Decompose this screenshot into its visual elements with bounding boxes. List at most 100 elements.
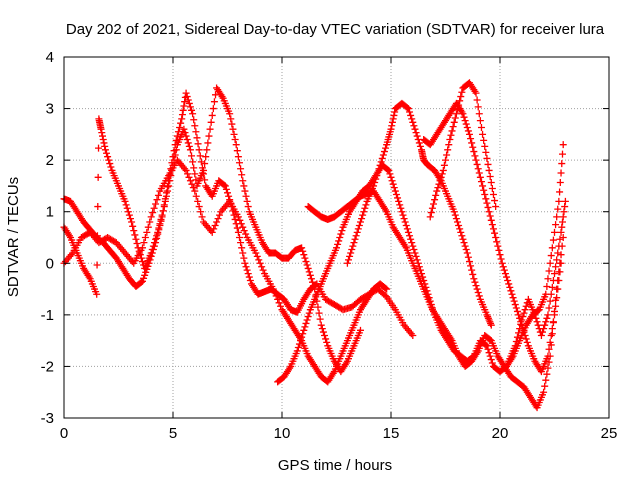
x-axis-label: GPS time / hours	[278, 457, 392, 474]
data-point	[386, 170, 394, 178]
data-point	[129, 222, 137, 230]
data-point	[415, 139, 423, 147]
data-point	[182, 132, 190, 140]
data-point	[460, 113, 468, 121]
data-point	[178, 115, 186, 123]
data-point	[238, 171, 246, 179]
chart-title: Day 202 of 2021, Sidereal Day-to-day VTE…	[66, 21, 605, 38]
data-point	[537, 331, 545, 339]
data-point	[294, 344, 302, 352]
data-point	[501, 270, 509, 278]
data-point	[549, 236, 557, 244]
data-point	[558, 150, 566, 158]
data-point	[434, 184, 442, 192]
data-point	[232, 141, 240, 149]
data-point	[412, 129, 420, 137]
data-point	[481, 142, 489, 150]
data-point	[452, 110, 460, 118]
data-point	[427, 209, 435, 217]
data-point	[348, 246, 356, 254]
data-point	[510, 297, 518, 305]
data-point	[558, 160, 566, 168]
data-point	[300, 326, 308, 334]
data-point	[303, 316, 311, 324]
data-point	[472, 89, 480, 97]
data-point	[181, 98, 189, 106]
data-point	[191, 122, 199, 130]
data-point	[388, 177, 396, 185]
data-point	[319, 328, 327, 336]
data-point	[464, 127, 472, 135]
data-point	[224, 189, 231, 197]
x-tick-label: 5	[169, 425, 177, 442]
data-point	[155, 224, 163, 232]
data-point	[338, 227, 346, 235]
data-point	[220, 181, 228, 189]
data-point	[545, 267, 553, 275]
data-point	[189, 184, 197, 192]
data-point	[104, 153, 112, 161]
data-point	[559, 213, 567, 221]
data-point	[521, 331, 529, 339]
data-point	[132, 235, 140, 243]
data-point	[211, 221, 219, 229]
data-point	[299, 247, 307, 255]
data-point	[93, 290, 101, 298]
y-tick-label: 1	[46, 204, 54, 221]
data-point	[146, 218, 154, 226]
data-point	[208, 228, 216, 236]
data-point	[449, 123, 457, 131]
data-point	[382, 144, 390, 152]
data-point	[157, 215, 165, 223]
data-point	[474, 165, 482, 173]
data-point	[384, 166, 392, 174]
data-point	[306, 271, 314, 279]
data-point	[318, 325, 326, 333]
data-point	[207, 118, 215, 126]
data-point	[172, 146, 180, 154]
data-point	[177, 119, 185, 127]
data-point	[191, 187, 199, 195]
data-point	[171, 151, 179, 159]
data-point	[515, 329, 523, 337]
data-point	[455, 221, 463, 229]
data-point	[176, 123, 184, 131]
data-point	[237, 165, 245, 173]
data-point	[522, 335, 530, 343]
data-point	[382, 284, 390, 292]
data-point	[350, 239, 358, 247]
data-point	[413, 256, 421, 264]
data-point	[185, 99, 193, 107]
data-point	[234, 213, 242, 221]
data-point	[503, 273, 511, 281]
data-point	[186, 146, 194, 154]
data-point	[553, 256, 561, 264]
data-point	[233, 224, 241, 232]
plot-frame	[63, 56, 610, 419]
data-point	[307, 275, 315, 283]
data-point	[486, 172, 494, 180]
data-point	[516, 325, 524, 333]
data-point	[484, 345, 492, 353]
data-point	[377, 158, 385, 166]
data-point	[226, 110, 234, 118]
data-point	[416, 266, 424, 274]
data-point	[236, 216, 244, 224]
data-point	[301, 254, 309, 262]
data-point	[540, 388, 548, 396]
data-point	[403, 225, 411, 233]
data-point	[210, 225, 218, 233]
data-point	[447, 131, 455, 139]
data-point	[388, 118, 396, 126]
data-point	[443, 151, 451, 159]
data-point	[531, 311, 539, 319]
y-tick-label: -2	[41, 358, 54, 375]
data-point	[225, 192, 233, 200]
data-point	[231, 136, 239, 144]
data-point	[533, 318, 541, 326]
data-point	[484, 203, 492, 211]
data-point	[543, 314, 551, 322]
data-point	[479, 182, 487, 190]
data-point	[556, 235, 564, 243]
